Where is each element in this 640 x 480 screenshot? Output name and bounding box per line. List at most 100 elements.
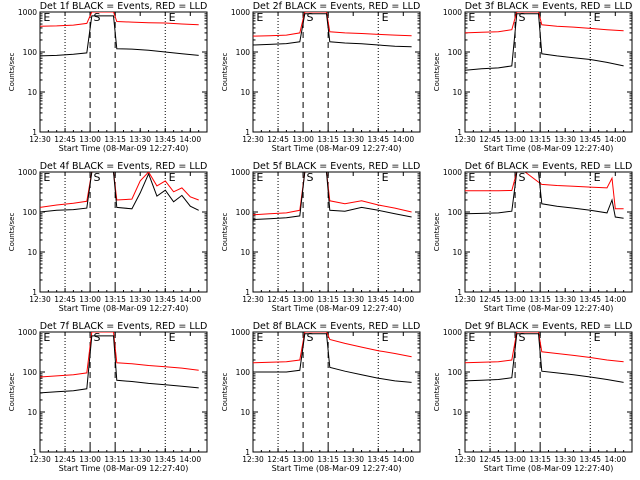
series-lld-line — [465, 332, 624, 364]
y-tick-label: 1000 — [443, 168, 462, 177]
x-tick-label: 12:45 — [479, 295, 501, 304]
x-tick-label: 14:00 — [604, 135, 626, 144]
y-tick-label: 100 — [23, 48, 38, 57]
x-axis-label: Start Time (08-Mar-09 12:27:40) — [272, 144, 402, 153]
marker-label: E — [382, 171, 389, 184]
y-axis-label: Counts/sec — [221, 373, 229, 412]
x-tick-label: 13:30 — [554, 135, 576, 144]
series-lld-line — [465, 12, 624, 34]
y-tick-label: 1000 — [231, 8, 250, 17]
x-tick-label: 13:45 — [367, 455, 389, 464]
marker-label: E — [169, 171, 176, 184]
y-axis-label: Counts/sec — [221, 53, 229, 92]
y-tick-label: 1 — [245, 448, 250, 457]
x-tick-label: 12:30 — [454, 295, 476, 304]
marker-label: S — [306, 11, 313, 24]
marker-label: E — [594, 171, 601, 184]
series-lld-line — [465, 172, 624, 210]
x-tick-label: 12:30 — [242, 295, 264, 304]
y-tick-label: 1000 — [443, 8, 462, 17]
marker-label: E — [43, 171, 50, 184]
marker-label: E — [468, 331, 475, 344]
y-axis-label: Counts/sec — [221, 213, 229, 252]
series-events-line — [253, 13, 412, 48]
y-tick-label: 10 — [452, 408, 462, 417]
x-tick-label: 14:00 — [179, 455, 201, 464]
x-tick-label: 13:00 — [79, 295, 101, 304]
x-tick-label: 14:00 — [392, 455, 414, 464]
y-tick-label: 100 — [236, 368, 251, 377]
x-tick-label: 13:45 — [579, 455, 601, 464]
x-tick-label: 12:45 — [267, 295, 289, 304]
marker-label: S — [518, 171, 525, 184]
x-tick-label: 14:00 — [392, 135, 414, 144]
panel-title: Det 2f BLACK = Events, RED = LLD — [253, 1, 421, 12]
panel-title: Det 9f BLACK = Events, RED = LLD — [465, 321, 633, 332]
panel-title: Det 1f BLACK = Events, RED = LLD — [40, 1, 208, 12]
y-tick-label: 10 — [452, 88, 462, 97]
x-tick-label: 13:15 — [317, 135, 339, 144]
marker-label: E — [594, 11, 601, 24]
x-axis-label: Start Time (08-Mar-09 12:27:40) — [59, 144, 189, 153]
x-tick-label: 14:00 — [179, 295, 201, 304]
x-tick-label: 13:45 — [367, 295, 389, 304]
y-tick-label: 1000 — [231, 168, 250, 177]
series-events-line — [40, 335, 199, 394]
x-tick-label: 13:45 — [154, 295, 176, 304]
y-tick-label: 1 — [457, 448, 462, 457]
x-tick-label: 12:30 — [29, 455, 51, 464]
y-tick-label: 1 — [457, 288, 462, 297]
x-tick-label: 12:30 — [454, 135, 476, 144]
x-tick-label: 12:45 — [54, 135, 76, 144]
x-tick-label: 13:00 — [79, 455, 101, 464]
marker-label: E — [256, 171, 263, 184]
series-events-line — [253, 172, 412, 220]
x-tick-label: 13:00 — [79, 135, 101, 144]
marker-label: E — [594, 331, 601, 344]
y-tick-label: 10 — [240, 408, 250, 417]
marker-label: E — [468, 11, 475, 24]
series-events-line — [465, 13, 624, 71]
y-tick-label: 100 — [448, 208, 463, 217]
marker-label: E — [256, 11, 263, 24]
y-tick-label: 10 — [452, 248, 462, 257]
y-tick-label: 10 — [27, 408, 37, 417]
x-tick-label: 13:30 — [129, 455, 151, 464]
series-lld-line — [253, 12, 412, 37]
x-tick-label: 13:45 — [154, 455, 176, 464]
panel-title: Det 6f BLACK = Events, RED = LLD — [465, 161, 633, 172]
x-axis-label: Start Time (08-Mar-09 12:27:40) — [59, 464, 189, 473]
y-tick-label: 1 — [245, 288, 250, 297]
y-tick-label: 1000 — [18, 168, 37, 177]
x-tick-label: 13:15 — [529, 295, 551, 304]
x-tick-label: 14:00 — [392, 295, 414, 304]
marker-label: E — [43, 11, 50, 24]
y-tick-label: 1 — [32, 288, 37, 297]
x-tick-label: 13:15 — [104, 295, 126, 304]
x-tick-label: 12:45 — [479, 455, 501, 464]
x-tick-label: 13:15 — [529, 135, 551, 144]
series-lld-line — [40, 12, 199, 27]
marker-label: E — [169, 11, 176, 24]
y-tick-label: 1 — [245, 128, 250, 137]
x-tick-label: 13:45 — [579, 295, 601, 304]
x-tick-label: 13:15 — [104, 455, 126, 464]
x-tick-label: 12:30 — [454, 455, 476, 464]
y-axis-label: Counts/sec — [433, 213, 441, 252]
marker-label: E — [169, 331, 176, 344]
x-tick-label: 13:00 — [504, 135, 526, 144]
x-tick-label: 13:30 — [342, 295, 364, 304]
y-axis-label: Counts/sec — [433, 53, 441, 92]
series-lld-line — [253, 332, 412, 364]
y-tick-label: 10 — [240, 88, 250, 97]
x-tick-label: 12:45 — [267, 135, 289, 144]
x-tick-label: 12:45 — [54, 455, 76, 464]
series-events-line — [40, 15, 199, 57]
y-tick-label: 1000 — [443, 328, 462, 337]
x-tick-label: 12:45 — [54, 295, 76, 304]
x-axis-label: Start Time (08-Mar-09 12:27:40) — [484, 304, 614, 313]
